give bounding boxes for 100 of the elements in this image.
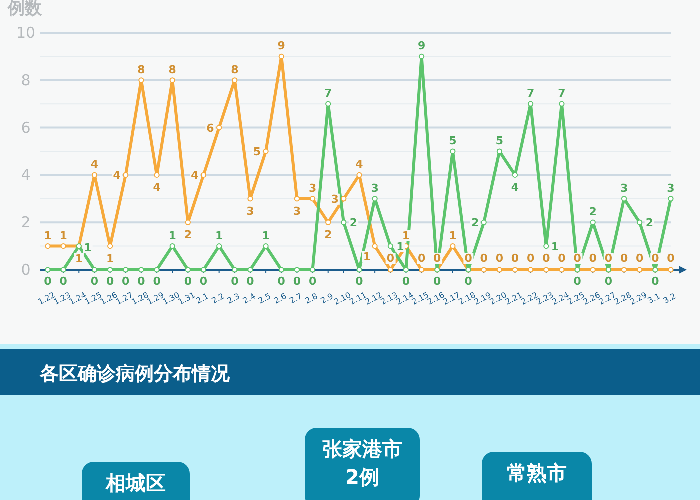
point	[263, 244, 269, 250]
data-label: 8	[168, 63, 176, 76]
data-label: 3	[331, 192, 339, 206]
point	[544, 244, 550, 250]
data-label: 0	[246, 275, 255, 288]
data-label: 3	[293, 204, 302, 218]
point	[559, 101, 565, 107]
point	[232, 267, 238, 273]
data-label: 0	[386, 252, 395, 265]
point	[216, 125, 222, 131]
text: 2例	[346, 465, 380, 489]
x-tick-label: 1.31	[177, 290, 197, 307]
data-label: 0	[356, 275, 364, 288]
point	[294, 196, 300, 202]
data-label: 7	[324, 87, 332, 100]
data-label: 0	[496, 252, 504, 265]
data-label: 0	[558, 252, 566, 265]
point	[496, 148, 502, 154]
data-label: 1	[60, 229, 68, 242]
data-label: 8	[138, 63, 146, 76]
data-label: 1	[168, 229, 176, 242]
x-tick-label: 2.5	[257, 292, 273, 306]
data-label: 9	[418, 40, 426, 53]
data-label: 0	[511, 252, 520, 265]
data-label: 0	[418, 252, 426, 265]
data-label: 1	[44, 229, 52, 242]
data-label: 1	[262, 229, 270, 242]
data-label: 4	[191, 169, 200, 182]
data-label: 0	[604, 275, 613, 288]
x-tick-label: 2.7	[288, 292, 304, 306]
point	[559, 267, 565, 273]
point	[341, 220, 347, 226]
y-tick-label: 0	[21, 261, 31, 279]
data-label: 4	[113, 169, 122, 182]
point	[170, 244, 176, 250]
data-label: 0	[60, 275, 68, 288]
data-label: 0	[184, 275, 192, 288]
point	[216, 244, 222, 250]
point	[200, 172, 207, 178]
point	[481, 220, 487, 226]
data-label: 1	[106, 252, 114, 266]
data-label: 7	[526, 87, 535, 100]
point	[419, 267, 425, 273]
x-tick-label: 2.2	[210, 292, 226, 306]
data-label: 2	[646, 216, 654, 230]
y-tick-label: 2	[21, 214, 31, 232]
data-label: 2	[324, 228, 332, 242]
text: 张家港市	[322, 437, 402, 461]
point	[138, 267, 144, 273]
x-tick-label: 2.1	[194, 292, 210, 306]
data-label: 0	[231, 275, 240, 288]
data-label: 0	[464, 275, 473, 288]
data-label: 3	[308, 182, 317, 195]
data-label: 0	[402, 275, 410, 288]
point	[263, 148, 269, 154]
point	[248, 196, 254, 202]
data-label: 4	[153, 181, 162, 194]
point	[123, 267, 129, 273]
point	[310, 196, 316, 202]
text: 常熟市	[507, 461, 567, 485]
data-label: 8	[231, 63, 239, 76]
point	[419, 54, 425, 60]
y-tick-label: 10	[16, 24, 36, 42]
data-label: 3	[246, 204, 254, 218]
point	[590, 267, 596, 273]
point	[496, 267, 502, 273]
x-tick-label: 2.9	[319, 292, 335, 306]
data-label: 5	[496, 134, 504, 148]
data-label: 3	[371, 182, 379, 195]
point	[388, 244, 394, 250]
point	[326, 220, 332, 226]
data-label: 0	[44, 275, 52, 288]
point	[248, 267, 254, 273]
point	[668, 196, 674, 202]
data-label: 0	[434, 275, 442, 288]
point	[544, 267, 550, 273]
data-label: 0	[667, 252, 676, 265]
data-label: 0	[480, 252, 488, 265]
data-label: 4	[356, 158, 364, 172]
data-label: 0	[278, 275, 286, 288]
point	[668, 267, 674, 273]
point	[154, 267, 160, 273]
point	[108, 244, 114, 250]
point	[278, 267, 284, 273]
y-tick-label: 8	[21, 71, 31, 90]
point	[403, 267, 410, 273]
point	[232, 78, 238, 84]
data-label: 0	[308, 275, 317, 288]
point	[45, 267, 51, 273]
data-label: 0	[434, 252, 442, 265]
data-label: 1	[75, 252, 83, 266]
data-label: 0	[620, 252, 628, 265]
data-label: 2	[589, 206, 597, 219]
text: 各区确诊病例分布情况	[39, 363, 231, 385]
point	[45, 244, 51, 250]
data-label: 1	[402, 229, 410, 242]
data-label: 1	[215, 229, 224, 242]
data-label: 3	[667, 182, 675, 195]
point	[108, 267, 114, 273]
text: 相城区	[105, 471, 166, 495]
